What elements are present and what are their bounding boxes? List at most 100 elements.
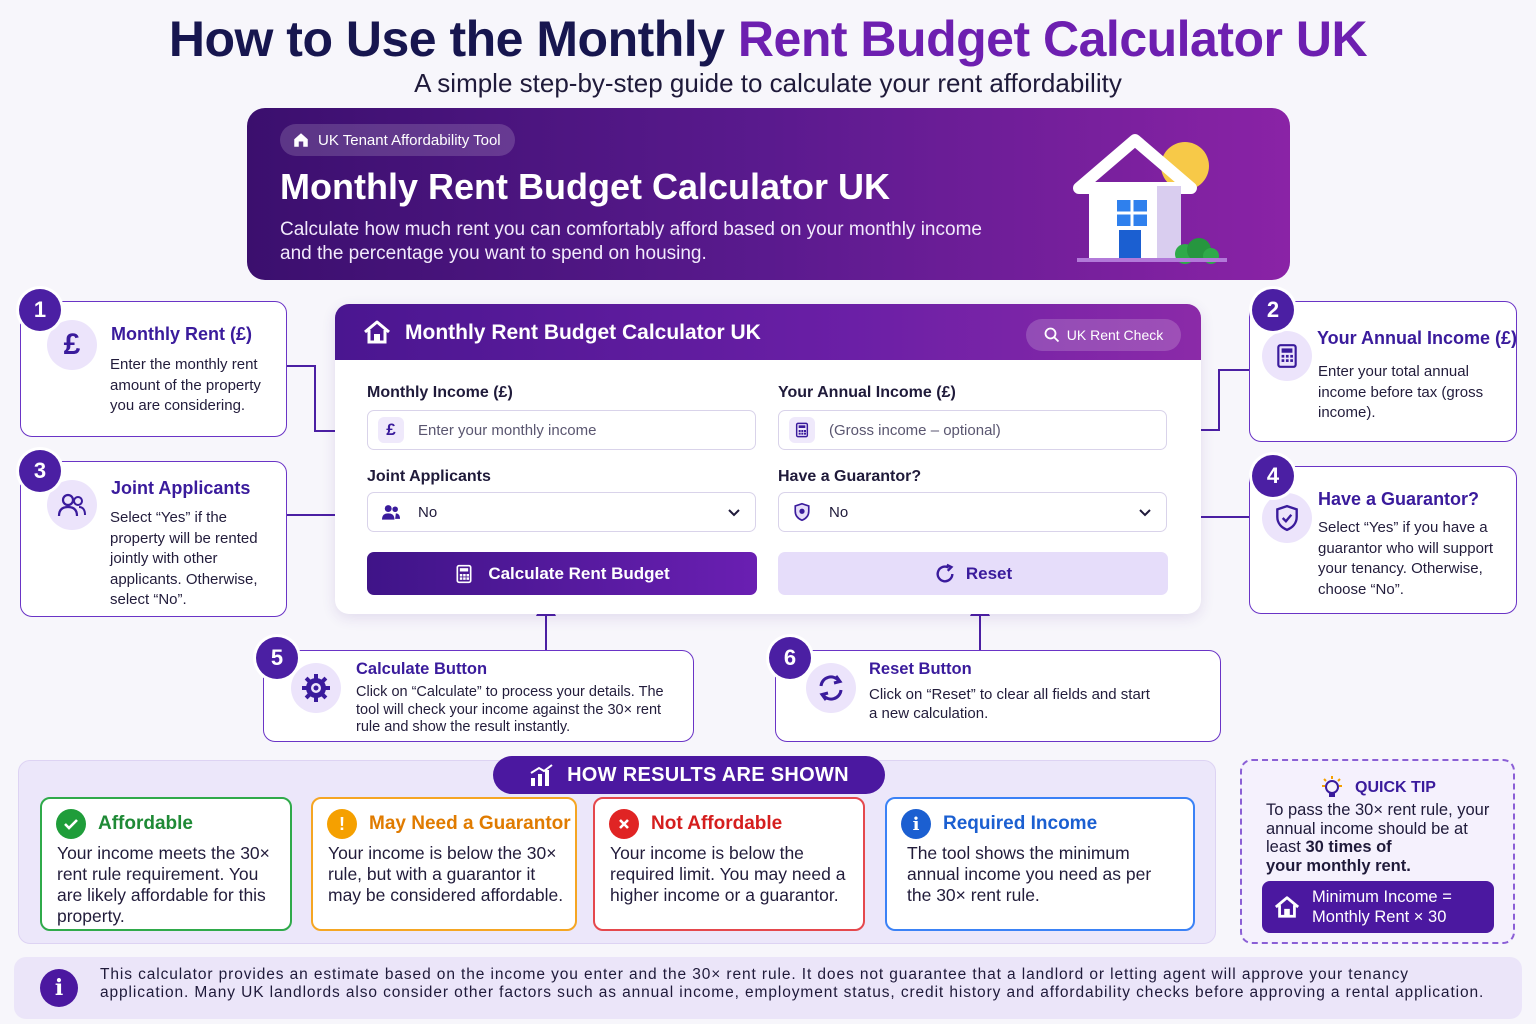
monthly-income-label: Monthly Income (£) <box>367 384 513 401</box>
step-card-4: Have a Guarantor? Select “Yes” if you ha… <box>1249 466 1517 614</box>
page-title: How to Use the Monthly Rent Budget Calcu… <box>0 10 1536 68</box>
guarantor-select[interactable]: No <box>778 492 1167 532</box>
pound-icon: £ <box>47 320 97 370</box>
rent-check-badge[interactable]: UK Rent Check <box>1026 319 1181 351</box>
step-number-6: 6 <box>769 637 811 679</box>
monthly-income-input[interactable]: £ Enter your monthly income <box>367 410 756 450</box>
hero-banner: UK Tenant Affordability Tool Monthly Ren… <box>247 108 1290 280</box>
step-title-5: Calculate Button <box>356 660 488 678</box>
step-card-2: Your Annual Income (£) Enter your total … <box>1249 301 1517 442</box>
joint-applicants-label: Joint Applicants <box>367 468 491 485</box>
hero-title: Monthly Rent Budget Calculator UK <box>280 166 890 207</box>
home-icon <box>292 131 310 149</box>
quick-tip-bold2: your monthly rent. <box>1266 856 1411 875</box>
step-number-5: 5 <box>256 637 298 679</box>
chevron-down-icon <box>1138 505 1152 519</box>
calculate-button[interactable]: Calculate Rent Budget <box>367 552 757 595</box>
quick-tip-text: To pass the 30× rent rule, your annual i… <box>1266 801 1506 875</box>
step-card-3: Joint Applicants Select “Yes” if the pro… <box>20 461 287 617</box>
annual-income-input[interactable]: (Gross income – optional) <box>778 410 1167 450</box>
result-title-guarantor: May Need a Guarantor <box>369 813 571 834</box>
results-heading: HOW RESULTS ARE SHOWN <box>493 756 885 794</box>
pound-icon: £ <box>378 417 404 443</box>
disclaimer-bar: i This calculator provides an estimate b… <box>14 957 1522 1019</box>
step-text-3: Select “Yes” if the property will be ren… <box>110 509 258 608</box>
joint-applicants-select[interactable]: No <box>367 492 756 532</box>
page-title-part2: Rent Budget Calculator UK <box>737 11 1368 67</box>
step-number-1: 1 <box>19 289 61 331</box>
step-number-3: 3 <box>19 450 61 492</box>
calculator-icon <box>454 563 474 585</box>
result-text-not-affordable: Your income is below the required limit.… <box>610 843 846 905</box>
quick-tip-heading: QUICK TIP <box>1242 775 1513 801</box>
guarantor-value: No <box>829 503 849 521</box>
reset-button[interactable]: Reset <box>778 552 1168 595</box>
result-head-affordable: Affordable <box>56 809 193 839</box>
error-icon <box>609 809 639 839</box>
monthly-income-placeholder: Enter your monthly income <box>418 421 597 439</box>
refresh-icon <box>934 563 956 585</box>
step-text-4: Select “Yes” if you have a guarantor who… <box>1318 519 1494 598</box>
step-title-4: Have a Guarantor? <box>1318 489 1480 509</box>
chevron-down-icon <box>727 505 741 519</box>
result-head-required-income: i Required Income <box>901 809 1097 839</box>
formula-line1: Minimum Income = <box>1312 888 1452 906</box>
result-title-not-affordable: Not Affordable <box>651 813 783 834</box>
result-card-not-affordable: Not Affordable Your income is below the … <box>593 797 865 931</box>
guarantor-label: Have a Guarantor? <box>778 468 922 485</box>
shield-icon <box>789 499 815 525</box>
step-text-1: Enter the monthly rent amount of the pro… <box>110 356 261 414</box>
disclaimer-text: This calculator provides an estimate bas… <box>100 966 1485 1001</box>
result-text-guarantor: Your income is below the 30× rule, but w… <box>328 843 564 905</box>
gear-icon <box>291 663 341 713</box>
reset-button-label: Reset <box>965 563 1013 583</box>
users-icon <box>378 499 404 525</box>
hero-badge: UK Tenant Affordability Tool <box>280 124 515 156</box>
search-icon <box>1044 327 1060 343</box>
calculator-header: Monthly Rent Budget Calculator UK UK Ren… <box>335 304 1201 360</box>
step-title-1: Monthly Rent (£) <box>111 324 252 344</box>
page-title-part1: How to Use the Monthly <box>168 11 725 67</box>
result-card-affordable: Affordable Your income meets the 30× ren… <box>40 797 292 931</box>
step-title-3: Joint Applicants <box>111 478 251 498</box>
check-icon <box>56 809 86 839</box>
home-icon <box>1274 895 1300 919</box>
calculator-title: Monthly Rent Budget Calculator UK <box>405 321 761 344</box>
lightbulb-icon <box>1319 775 1345 801</box>
annual-income-label: Your Annual Income (£) <box>778 384 956 401</box>
step-card-5: Calculate Button Click on “Calculate” to… <box>263 650 694 742</box>
step-text-6: Click on “Reset” to clear all fields and… <box>869 686 1150 722</box>
result-head-guarantor: ! May Need a Guarantor <box>327 809 571 839</box>
home-icon <box>363 320 391 344</box>
result-title-affordable: Affordable <box>98 813 193 834</box>
calculator-icon <box>789 417 815 443</box>
info-icon: i <box>40 969 78 1007</box>
hero-description: Calculate how much rent you can comforta… <box>280 219 982 264</box>
step-title-6: Reset Button <box>869 660 972 678</box>
step-card-1: £ Monthly Rent (£) Enter the monthly ren… <box>20 301 287 437</box>
formula-box: Minimum Income = Monthly Rent × 30 <box>1262 881 1494 933</box>
step-number-2: 2 <box>1252 289 1294 331</box>
house-illustration-icon <box>1057 130 1237 270</box>
step-title-2: Your Annual Income (£) <box>1317 328 1518 348</box>
step-text-5: Click on “Calculate” to process your det… <box>356 684 664 735</box>
rent-check-label: UK Rent Check <box>1066 327 1164 343</box>
result-text-required-income: The tool shows the minimum annual income… <box>907 843 1152 905</box>
result-title-required-income: Required Income <box>943 813 1098 834</box>
quick-tip-text-before: To pass the 30× rent rule, your annual i… <box>1266 801 1490 856</box>
step-card-6: Reset Button Click on “Reset” to clear a… <box>775 650 1221 742</box>
page-subtitle: A simple step-by-step guide to calculate… <box>414 68 1122 98</box>
annual-income-placeholder: (Gross income – optional) <box>829 421 1001 439</box>
result-head-not-affordable: Not Affordable <box>609 809 782 839</box>
users-icon <box>47 480 97 530</box>
quick-tip-bold1: 30 times <box>1305 838 1372 856</box>
bar-chart-icon <box>529 763 555 787</box>
step-number-4: 4 <box>1252 455 1294 497</box>
formula-line2: Monthly Rent × 30 <box>1312 908 1447 926</box>
calculator-icon <box>1262 331 1312 381</box>
results-section: HOW RESULTS ARE SHOWN Affordable Your in… <box>18 756 1216 944</box>
shield-check-icon <box>1262 493 1312 543</box>
step-text-2: Enter your total annual income before ta… <box>1318 363 1484 421</box>
formula-text: Minimum Income = Monthly Rent × 30 <box>1312 887 1452 927</box>
joint-applicants-value: No <box>418 503 438 521</box>
